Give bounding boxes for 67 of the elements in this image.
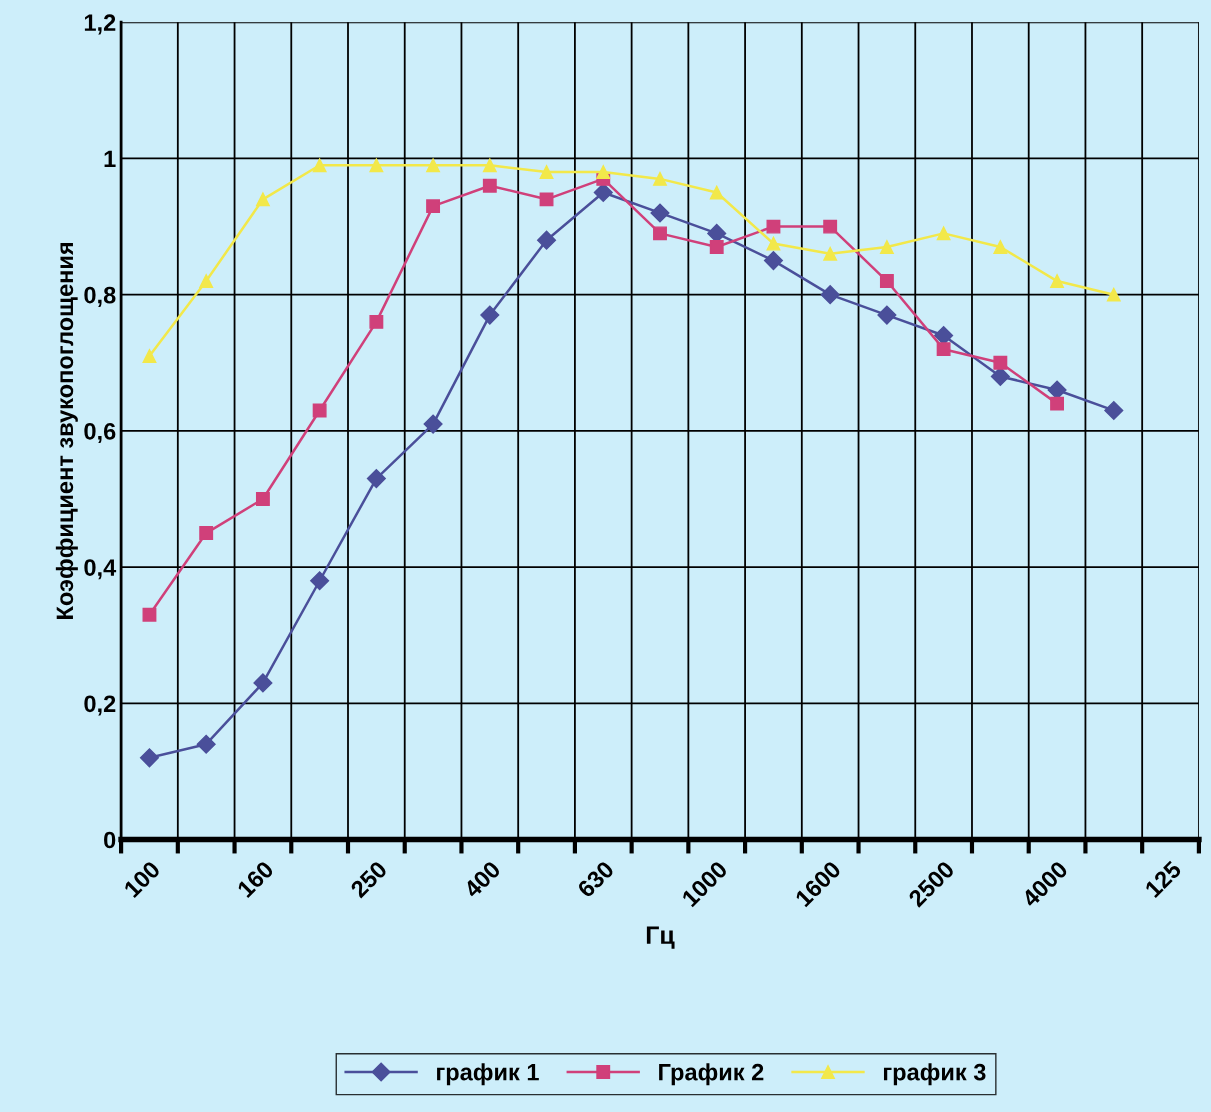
y-tick-label: 1	[104, 150, 116, 168]
point	[253, 673, 273, 693]
point	[142, 607, 157, 622]
point	[369, 314, 384, 329]
point	[482, 178, 497, 193]
point	[537, 230, 557, 250]
point	[1050, 396, 1065, 411]
y-tick-label: 1,2	[84, 14, 116, 35]
point	[312, 158, 327, 173]
point	[993, 355, 1008, 370]
point	[366, 469, 386, 489]
y-tick-label: 0	[104, 831, 116, 849]
x-axis-title: Гц	[646, 926, 675, 949]
point	[426, 199, 441, 214]
legend-label: график 3	[883, 1063, 986, 1086]
legend-label: график 1	[437, 1063, 539, 1086]
point	[993, 240, 1008, 254]
point	[142, 349, 157, 363]
point	[936, 226, 951, 241]
point	[196, 734, 216, 754]
point	[1106, 287, 1121, 302]
point	[877, 305, 897, 325]
point	[199, 274, 214, 289]
point	[1050, 274, 1065, 289]
x-tick-label: 100	[123, 860, 162, 899]
point	[310, 571, 330, 591]
point	[139, 748, 159, 768]
point	[423, 414, 443, 434]
y-tick-label: 0,6	[84, 422, 116, 444]
point	[763, 251, 783, 271]
point	[199, 526, 214, 541]
point	[823, 219, 838, 234]
x-tick-label: 160	[236, 860, 275, 899]
legend-label: График 2	[659, 1063, 764, 1086]
point	[482, 158, 497, 173]
point	[539, 192, 554, 207]
y-tick-label: 0,2	[84, 695, 116, 716]
y-tick-label: 0,8	[84, 286, 116, 307]
point	[653, 226, 667, 241]
point	[653, 171, 667, 186]
point	[369, 158, 384, 173]
x-tick-label: 400	[462, 860, 502, 899]
point	[255, 492, 270, 506]
x-tick-label: 630	[576, 860, 615, 899]
point	[936, 342, 951, 357]
point	[312, 403, 327, 418]
point	[539, 165, 554, 180]
y-axis-title: Коэффициент звукопоглощения	[55, 242, 78, 619]
point	[650, 203, 670, 223]
point	[596, 165, 611, 180]
point	[709, 185, 724, 200]
x-tick-label: 250	[349, 860, 388, 899]
point	[820, 285, 840, 305]
point	[879, 274, 894, 289]
y-tick-label: 0,4	[84, 559, 117, 580]
x-tick-label: 125	[1144, 859, 1183, 899]
point	[709, 240, 724, 254]
point	[766, 236, 781, 251]
point	[879, 240, 894, 254]
point	[823, 246, 838, 261]
point	[707, 223, 727, 243]
point	[480, 305, 500, 325]
point	[766, 219, 781, 234]
point	[1104, 400, 1124, 421]
point	[426, 158, 441, 173]
point	[255, 192, 270, 207]
point	[1047, 380, 1067, 400]
